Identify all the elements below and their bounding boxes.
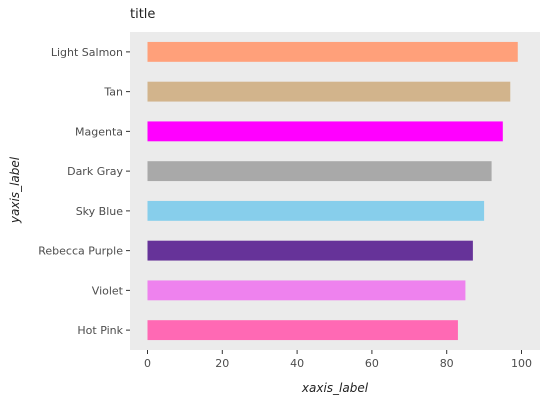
bar-dark-gray (148, 161, 492, 181)
y-axis-title: yaxis_label (8, 156, 22, 224)
y-tick-label: Sky Blue (76, 205, 124, 218)
x-tick-label: 80 (440, 357, 454, 370)
y-tick-label: Light Salmon (51, 46, 123, 59)
y-tick-label: Rebecca Purple (38, 245, 123, 258)
x-axis-title: xaxis_label (301, 381, 369, 395)
y-tick-label: Violet (92, 284, 124, 297)
bar-sky-blue (148, 201, 485, 221)
x-tick-label: 20 (215, 357, 229, 370)
bar-hot-pink (148, 320, 458, 340)
x-tick-label: 40 (290, 357, 304, 370)
plot-background (130, 32, 540, 350)
x-tick-label: 0 (144, 357, 151, 370)
plot-area: Hot Pink Violet Rebecca Purple Sky Blue Dark… (38, 32, 540, 370)
bar-light-salmon (148, 42, 518, 62)
x-tick-label: 60 (365, 357, 379, 370)
y-tick-label: Hot Pink (77, 324, 123, 337)
y-tick-label: Tan (103, 86, 123, 99)
y-tick-label: Magenta (75, 125, 123, 138)
chart-title: title (130, 7, 155, 22)
bar-violet (148, 280, 466, 300)
bar-magenta (148, 121, 503, 141)
y-tick-label: Dark Gray (67, 165, 123, 178)
x-tick-label: 100 (511, 357, 532, 370)
bar-rebecca-purple (148, 241, 473, 261)
bar-tan (148, 82, 511, 102)
